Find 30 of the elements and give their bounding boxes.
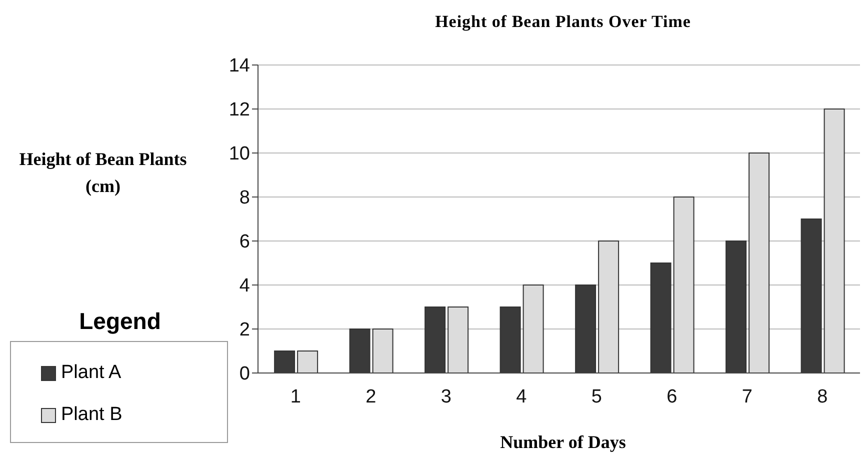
bar <box>824 108 845 373</box>
x-tick-label: 6 <box>666 386 678 408</box>
y-axis-title: Height of Bean Plants (cm) <box>18 148 188 198</box>
y-tick-label: 4 <box>239 276 250 297</box>
x-tick-label: 8 <box>817 386 828 408</box>
y-tick-label: 14 <box>228 56 250 77</box>
y-tick-label: 6 <box>239 232 250 253</box>
x-tick-label: 3 <box>440 386 452 408</box>
legend-label: Plant B <box>60 403 124 427</box>
x-tick-label: 5 <box>591 386 602 408</box>
y-tick-label: 10 <box>228 144 250 165</box>
bar <box>748 152 770 373</box>
y-tick-label: 0 <box>239 364 250 385</box>
x-tick-label: 1 <box>290 386 301 408</box>
bar <box>297 350 318 373</box>
bar <box>448 306 469 373</box>
y-tick-label: 12 <box>228 100 250 121</box>
x-tick-label: 4 <box>516 386 528 408</box>
legend-title: Legend <box>78 308 162 335</box>
chart-title: Height of Bean Plants Over Time <box>434 12 692 32</box>
y-tick-label: 8 <box>239 188 250 209</box>
bar <box>598 240 620 373</box>
x-tick-label: 2 <box>366 386 376 408</box>
x-tick-label: 7 <box>742 386 752 408</box>
bar <box>372 328 394 373</box>
y-tick-label: 2 <box>239 320 250 341</box>
x-axis-title: Number of Days <box>499 432 627 453</box>
legend-label: Plant A <box>60 361 122 385</box>
bar <box>673 196 694 373</box>
bar <box>522 284 544 373</box>
